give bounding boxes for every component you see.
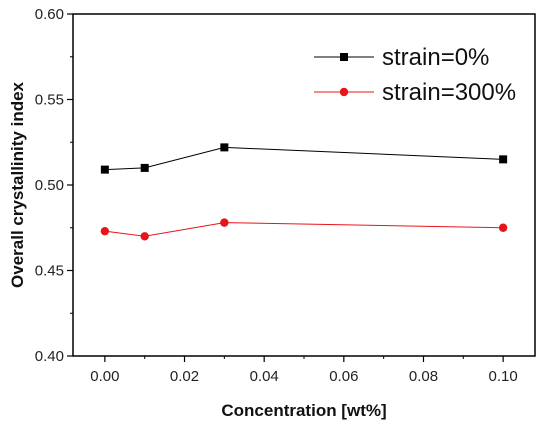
series-line [104,146,504,171]
legend-label: strain=300% [382,79,516,106]
y-tick-label: 0.40 [35,348,64,365]
y-tick-label: 0.50 [35,177,64,194]
x-tick-label: 0.00 [90,368,119,385]
data-point [100,165,109,174]
data-point [220,218,229,227]
y-axis: 0.40 0.45 0.50 0.55 0.60 [35,6,73,365]
y-axis-title: Overall crystallinity index [8,81,27,288]
legend-marker [340,53,348,61]
x-tick-label: 0.10 [489,368,518,385]
y-tick-label: 0.45 [35,263,64,280]
x-tick-label: 0.04 [250,368,279,385]
series-line [104,222,504,237]
y-tick-label: 0.55 [35,92,64,109]
series-1 [100,143,508,174]
x-tick-label: 0.06 [329,368,358,385]
data-point [499,155,508,164]
data-point [220,143,229,152]
series-2 [100,218,508,241]
legend-item: strain=300% [314,79,516,106]
data-point [100,226,110,236]
legend-marker [339,87,349,97]
x-axis-title: Concentration [wt%] [221,401,386,420]
legend-item: strain=0% [314,44,489,71]
data-point [140,232,149,241]
x-axis: 0.00 0.02 0.04 0.06 0.08 0.10 [90,356,518,385]
series-layer [100,143,508,241]
legend: strain=0% strain=300% [314,44,516,106]
data-point [140,163,149,172]
x-tick-label: 0.08 [409,368,438,385]
y-tick-label: 0.60 [35,6,64,23]
legend-label: strain=0% [382,44,489,71]
x-tick-label: 0.02 [170,368,199,385]
data-point [498,223,508,232]
